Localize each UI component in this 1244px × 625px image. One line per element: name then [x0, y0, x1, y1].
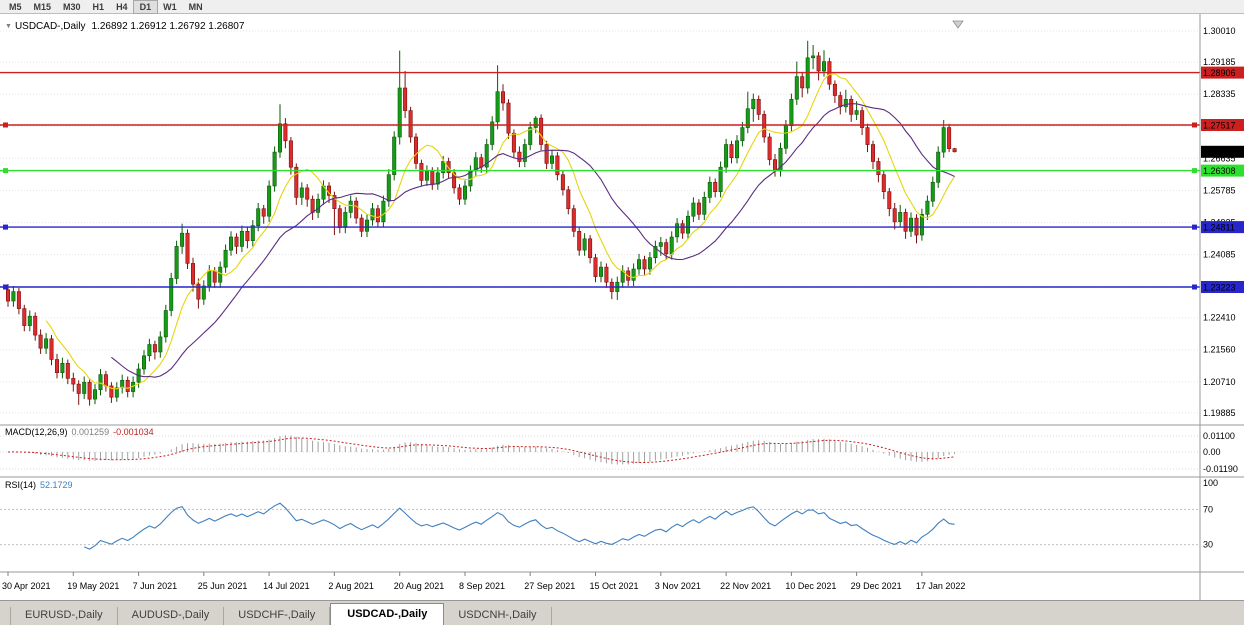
line-handle	[1192, 168, 1197, 174]
chart-shift-marker-icon[interactable]	[952, 20, 964, 29]
svg-text:2 Aug 2021: 2 Aug 2021	[328, 581, 374, 591]
svg-text:17 Jan 2022: 17 Jan 2022	[916, 581, 966, 591]
tab-eurusd-daily[interactable]: EURUSD-,Daily	[10, 607, 118, 625]
date-axis: 30 Apr 2021 19 May 2021 7 Jun 2021 25 Jun 2…	[2, 572, 965, 591]
svg-text:1.27517: 1.27517	[1203, 121, 1236, 131]
line-handle	[1192, 122, 1197, 128]
svg-text:30: 30	[1203, 540, 1213, 550]
svg-text:7 Jun 2021: 7 Jun 2021	[133, 581, 178, 591]
timeframe-button-m15[interactable]: M15	[33, 1, 52, 12]
timeframe-button-m5[interactable]: M5	[9, 1, 22, 12]
candles	[6, 40, 957, 406]
svg-text:1.26308: 1.26308	[1203, 166, 1236, 176]
tab-usdcad-daily[interactable]: USDCAD-,Daily	[330, 603, 445, 625]
macd-grid	[0, 435, 1200, 470]
rsi-indicator-label: RSI(14) 52.1729	[5, 480, 73, 490]
svg-text:1.22410: 1.22410	[1203, 313, 1236, 323]
rsi-line	[83, 502, 955, 550]
timeframe-button-h4[interactable]: H4	[116, 1, 128, 12]
svg-text:0.00: 0.00	[1203, 447, 1221, 457]
svg-text:100: 100	[1203, 478, 1218, 488]
timeframe-button-mn[interactable]: MN	[188, 1, 203, 12]
current-price-label	[1201, 145, 1244, 158]
tab-usdchf-daily[interactable]: USDCHF-,Daily	[224, 607, 331, 625]
macd-signal-value: -0.001034	[113, 427, 154, 437]
chart-title: ▼ USDCAD-,Daily 1.26892 1.26912 1.26792 1.…	[5, 21, 244, 32]
svg-text:14 Jul 2021: 14 Jul 2021	[263, 581, 310, 591]
line-handle	[3, 224, 8, 230]
line-handle	[1192, 224, 1197, 230]
chart-ohlc-values: 1.26892 1.26912 1.26792 1.26807	[91, 21, 245, 32]
svg-text:29 Dec 2021: 29 Dec 2021	[851, 581, 902, 591]
ma-slow-purple	[111, 103, 955, 378]
svg-text:8 Sep 2021: 8 Sep 2021	[459, 581, 505, 591]
svg-text:1.28906: 1.28906	[1203, 68, 1236, 78]
svg-text:27 Sep 2021: 27 Sep 2021	[524, 581, 575, 591]
macd-signal-line	[7, 437, 955, 463]
svg-text:20 Aug 2021: 20 Aug 2021	[394, 581, 445, 591]
svg-text:15 Oct 2021: 15 Oct 2021	[590, 581, 639, 591]
svg-text:30 Apr 2021: 30 Apr 2021	[2, 581, 51, 591]
macd-histogram	[12, 435, 956, 465]
timeframe-button-d1[interactable]: D1	[132, 0, 159, 14]
macd-main-value: 0.001259	[71, 427, 110, 437]
svg-text:1.25785: 1.25785	[1203, 185, 1236, 195]
rsi-levels	[0, 508, 1200, 546]
tab-audusd-daily[interactable]: AUDUSD-,Daily	[118, 607, 225, 625]
svg-text:-0.01190: -0.01190	[1203, 464, 1238, 474]
chart-canvas[interactable]: 1.300101.291851.283351.274851.266351.257…	[0, 14, 1244, 600]
svg-text:1.26635: 1.26635	[1203, 153, 1236, 163]
svg-text:1.21560: 1.21560	[1203, 345, 1236, 355]
line-handle	[3, 168, 8, 174]
timeframe-button-w1[interactable]: W1	[163, 1, 177, 12]
line-price-labels: 1.28906 1.27517 1.26308 1.24811 1.23223 1.268…	[1201, 66, 1244, 293]
line-handle	[1192, 284, 1197, 290]
horizontal-lines[interactable]	[0, 71, 1200, 290]
macd-name: MACD(12,26,9)	[5, 427, 68, 437]
tab-usdcnh-daily[interactable]: USDCNH-,Daily	[444, 607, 552, 625]
svg-text:1.20710: 1.20710	[1203, 377, 1236, 387]
macd-indicator-label: MACD(12,26,9) 0.001259 -0.001034	[5, 427, 154, 437]
rsi-axis: 100 70 30	[1203, 478, 1218, 550]
svg-text:3 Nov 2021: 3 Nov 2021	[655, 581, 701, 591]
symbol-tab-bar: EURUSD-,Daily AUDUSD-,Daily USDCHF-,Daily U…	[0, 600, 1244, 625]
timeframe-button-h1[interactable]: H1	[92, 1, 105, 12]
chart-background	[0, 14, 1244, 600]
macd-axis: 0.01100 0.00 -0.01190	[1203, 431, 1238, 474]
svg-text:1.30010: 1.30010	[1203, 26, 1236, 36]
svg-text:1.19885: 1.19885	[1203, 408, 1236, 418]
svg-text:0.01100: 0.01100	[1203, 431, 1235, 441]
rsi-name: RSI(14)	[5, 480, 37, 490]
line-handle	[3, 122, 8, 128]
svg-text:1.28335: 1.28335	[1203, 89, 1236, 99]
ma-fast-yellow	[45, 73, 956, 390]
svg-text:70: 70	[1203, 504, 1213, 514]
line-handle	[3, 284, 8, 290]
svg-text:19 May 2021: 19 May 2021	[67, 581, 119, 591]
symbol-dropdown-caret[interactable]: ▼	[5, 23, 12, 30]
svg-text:1.23223: 1.23223	[1203, 283, 1236, 293]
rsi-value: 52.1729	[40, 480, 73, 490]
svg-text:22 Nov 2021: 22 Nov 2021	[720, 581, 771, 591]
svg-text:1.29185: 1.29185	[1203, 57, 1236, 67]
svg-text:25 Jun 2021: 25 Jun 2021	[198, 581, 248, 591]
svg-text:1.24085: 1.24085	[1203, 250, 1236, 260]
timeframe-toolbar: M5 M15 M30 H1 H4 D1 W1 MN	[0, 0, 1244, 14]
svg-text:1.24811: 1.24811	[1203, 223, 1235, 233]
timeframe-button-m30[interactable]: M30	[63, 1, 81, 12]
svg-text:1.26807: 1.26807	[1203, 147, 1236, 157]
svg-text:10 Dec 2021: 10 Dec 2021	[785, 581, 836, 591]
chart-symbol-label: USDCAD-,Daily	[14, 21, 86, 32]
